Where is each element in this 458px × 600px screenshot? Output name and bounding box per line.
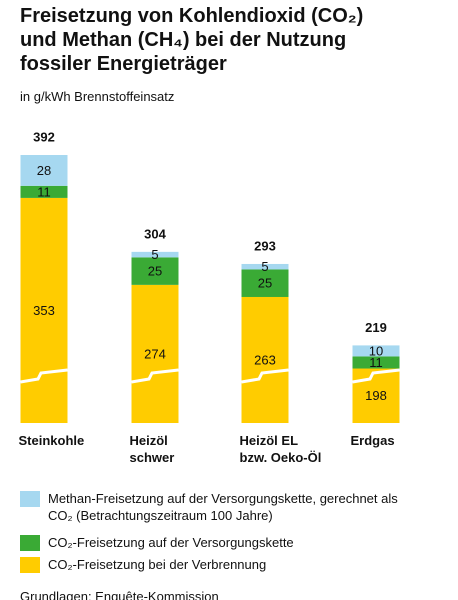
value-label: 263 [254, 352, 276, 367]
x-tick-label: Heizöl EL bzw. Oeko-Öl [239, 433, 322, 465]
axis-break [20, 368, 68, 384]
value-label: 11 [369, 355, 383, 370]
axis-break [131, 368, 179, 384]
bar-segment [20, 185, 68, 198]
bar-segment [20, 197, 68, 423]
bar-segment [131, 284, 179, 423]
total-label: 304 [144, 226, 166, 241]
title-line: Freisetzung von Kohlendioxid (CO₂) [20, 5, 364, 27]
value-label: 353 [33, 303, 55, 318]
chart-title: Freisetzung von Kohlendioxid (CO₂) und Me… [20, 4, 363, 76]
bar-segment [20, 155, 68, 186]
x-tick-label: Heizöl schwer [129, 433, 175, 465]
axis-break [241, 368, 289, 384]
value-label: 274 [144, 346, 166, 361]
value-label: 5 [261, 259, 268, 274]
value-label: 25 [258, 276, 272, 291]
value-label: 25 [148, 264, 162, 279]
bar-segment [352, 368, 400, 423]
title-line: fossiler Energieträger [20, 53, 227, 75]
bar-segment [131, 257, 179, 285]
value-label: 5 [151, 247, 158, 262]
legend-label: CO₂-Freisetzung bei der Verbrennung [48, 557, 267, 572]
source: Grundlagen: Enquête-Kommission [20, 589, 219, 600]
bar-segment [241, 296, 289, 423]
x-tick-label: Erdgas [350, 433, 395, 448]
value-label: 10 [369, 343, 383, 358]
legend-swatch [20, 491, 40, 507]
total-label: 392 [33, 129, 55, 144]
bar-segment [241, 263, 289, 270]
legend-swatch [20, 557, 40, 573]
x-tick-label: Steinkohle [18, 433, 85, 448]
subtitle: in g/kWh Brennstoffeinsatz [20, 89, 175, 104]
bar-segment [352, 356, 400, 369]
value-label: 11 [37, 184, 51, 199]
title-line: und Methan (CH₄) bei der Nutzung [20, 29, 347, 51]
legend-swatch [20, 535, 40, 551]
value-label: 198 [365, 388, 387, 403]
legend-label: Methan-Freisetzung auf der Versorgungske… [48, 491, 398, 523]
bar-segment [241, 269, 289, 297]
bar-segment [131, 251, 179, 258]
value-label: 28 [37, 163, 51, 178]
axis-break [352, 368, 400, 384]
total-label: 293 [254, 238, 276, 253]
legend-label: CO₂-Freisetzung auf der Versorgungskette [48, 535, 294, 550]
total-label: 219 [365, 320, 387, 335]
bar-segment [352, 345, 400, 357]
